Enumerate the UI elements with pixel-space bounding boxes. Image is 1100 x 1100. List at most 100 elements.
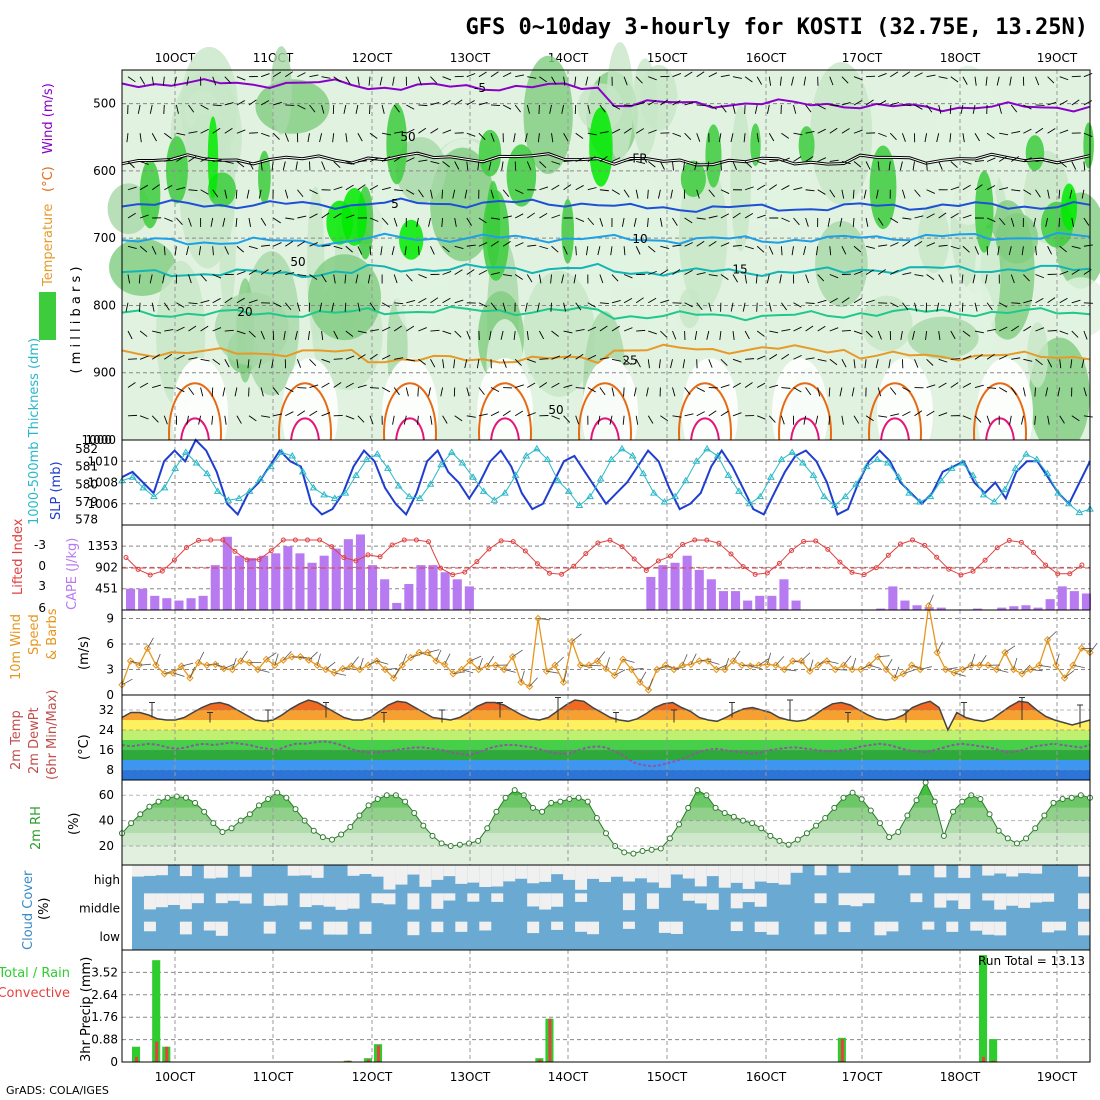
wind-barb	[127, 161, 135, 169]
cloud-clear-cell	[622, 921, 635, 929]
wind-barb	[865, 299, 875, 304]
wind-barb	[623, 297, 633, 304]
xtick-bottom-label: 10OCT	[155, 1070, 196, 1084]
cloud-clear-cell	[587, 865, 600, 879]
wind-barb-10m	[393, 667, 401, 679]
rh2m-point	[146, 803, 153, 810]
cape-bar	[247, 558, 257, 610]
wind-barb	[647, 217, 649, 228]
wind-barb	[926, 410, 935, 417]
wind-barb	[635, 415, 639, 425]
wind-barb	[974, 184, 983, 191]
wind-barb	[236, 415, 242, 424]
wind-barb	[345, 355, 355, 360]
wind-barb	[176, 387, 185, 393]
wind-barb	[587, 104, 591, 114]
wind-barb	[768, 76, 772, 86]
wind-barb	[526, 274, 533, 283]
wind-barb	[646, 387, 649, 397]
wind-barb	[575, 185, 584, 191]
wind-barb	[151, 76, 155, 86]
wind-barb	[1010, 104, 1018, 113]
wind-barb	[865, 330, 873, 338]
wind-barb-10m	[766, 652, 772, 665]
wind-speed-point	[177, 662, 186, 670]
wind-speed-point	[152, 661, 160, 669]
wind-barb	[730, 133, 734, 143]
wind-barb	[694, 161, 698, 171]
lifted-index-point	[752, 571, 758, 577]
wind-barb	[950, 330, 956, 340]
wind-barb	[294, 330, 298, 340]
wind-barb	[321, 330, 324, 341]
wind-barb	[950, 382, 959, 388]
wind-barb	[466, 244, 476, 247]
lifted-index-point	[740, 564, 746, 570]
cloud-clear-cell	[467, 893, 480, 902]
wind-barb	[127, 245, 137, 250]
temp-tick-label: 32	[99, 703, 114, 717]
wind-speed-point	[780, 665, 789, 674]
wind-barb	[248, 245, 258, 250]
wind-barb	[514, 213, 524, 219]
wind-barb	[611, 325, 620, 332]
lifted-index-point	[208, 537, 214, 543]
wind-barb	[222, 387, 226, 397]
wind-speed-point	[169, 669, 177, 677]
cloud-clear-cell	[371, 893, 384, 904]
rh2m-point	[676, 821, 683, 828]
pressure-tick-label: 800	[93, 298, 116, 312]
cape-bar	[198, 595, 208, 610]
wind-barb	[803, 246, 807, 256]
wind-barb	[767, 104, 770, 114]
wind-barb-10m	[554, 656, 565, 666]
wind-barb	[659, 161, 665, 170]
wind-barb	[841, 128, 850, 134]
wind-barb	[914, 240, 923, 247]
wind-barb	[272, 269, 282, 275]
lifted-index-point	[680, 542, 686, 548]
wind-barb	[635, 359, 641, 368]
wind-barb	[611, 299, 621, 304]
pressure-tick-label: 900	[93, 366, 116, 380]
rh2m-point	[201, 808, 208, 815]
wind-barb	[793, 387, 802, 393]
wind-barb	[515, 189, 524, 195]
wind-barb	[188, 189, 198, 192]
precip-convective-bar	[377, 1045, 381, 1062]
cape-bar	[416, 565, 426, 610]
rh2m-point	[255, 802, 262, 809]
wind-barb	[805, 274, 810, 284]
wind-barb	[454, 99, 463, 106]
wind-barb	[490, 104, 501, 106]
rh2m-point	[502, 794, 509, 801]
rh-high-blob	[506, 144, 537, 207]
cloud-clear-cell	[203, 865, 216, 879]
cape-bar	[912, 605, 922, 610]
wind-barb	[658, 359, 661, 369]
cloud-clear-cell	[862, 893, 875, 904]
wind-barb	[998, 217, 1006, 226]
lifted-index-tick-label: -3	[34, 538, 46, 552]
wind-barb	[587, 217, 595, 226]
wind-barb	[829, 76, 834, 86]
rh2m-point	[794, 836, 801, 843]
wind-barb	[1059, 415, 1065, 424]
lifted-index-point	[232, 548, 238, 554]
wind-barb	[442, 76, 452, 81]
wind-barb-10m	[198, 651, 205, 663]
wind-barb	[817, 189, 826, 195]
wind-barb	[757, 214, 766, 219]
wind-barb	[756, 245, 765, 253]
wind-barb	[212, 327, 222, 332]
cloud-clear-cell	[551, 893, 564, 907]
thickness-point	[1075, 508, 1084, 516]
wind-speed-point	[721, 665, 729, 674]
lifted-index-point	[1079, 562, 1085, 568]
wind-barb	[1034, 415, 1036, 425]
wind-barb	[273, 413, 283, 417]
wind-barb	[599, 104, 606, 113]
wind-ylabel-line: Speed	[27, 614, 42, 655]
thickness-point	[756, 492, 765, 500]
wind-barb	[345, 133, 348, 143]
